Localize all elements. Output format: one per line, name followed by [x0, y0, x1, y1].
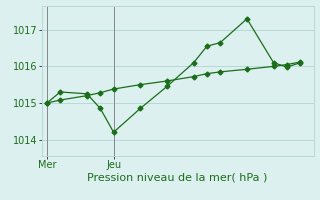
X-axis label: Pression niveau de la mer( hPa ): Pression niveau de la mer( hPa )	[87, 173, 268, 183]
